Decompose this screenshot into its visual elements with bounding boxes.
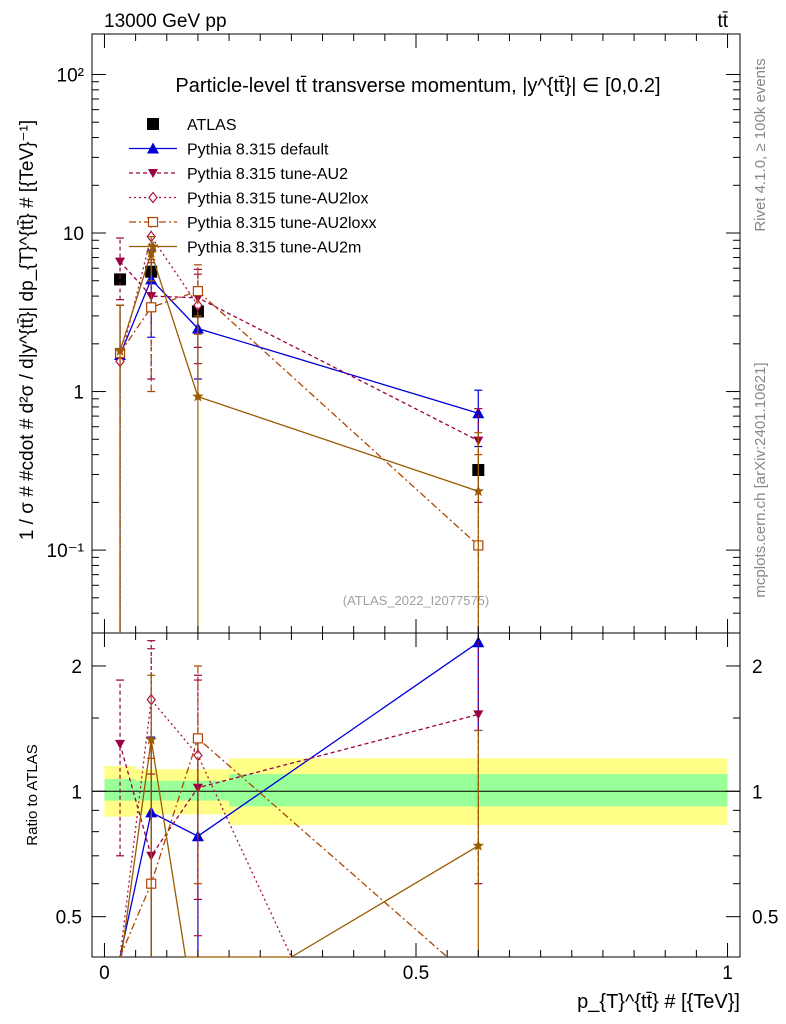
data-point-marker bbox=[193, 299, 203, 312]
ratio-y-tick-label-right: 2 bbox=[752, 657, 763, 678]
legend-entry: Pythia 8.315 tune-AU2lox bbox=[129, 191, 368, 208]
data-point-marker bbox=[145, 733, 157, 745]
data-point-marker bbox=[192, 286, 204, 297]
data-point-marker bbox=[114, 345, 126, 356]
ratio-y-tick-label: 0.5 bbox=[56, 908, 82, 929]
mcplots-label: mcplots.cern.ch [arXiv:2401.10621] bbox=[752, 362, 769, 597]
series-pythia-8-315-tune-au2 bbox=[115, 237, 484, 503]
series-pythia-8-315-tune-au2loxx bbox=[114, 258, 484, 633]
x-axis-label: p_{T}^{tt̄} # [{TeV}] bbox=[577, 991, 740, 1013]
legend-entry: Pythia 8.315 default bbox=[129, 142, 329, 159]
data-point-marker bbox=[146, 302, 157, 313]
ratio-y-tick-label: 2 bbox=[71, 657, 82, 678]
main-y-axis-label: 1 / σ # #cdot # d²σ / d|y^{tt̄}| dp_{T}^… bbox=[17, 120, 38, 540]
x-tick-label: 0 bbox=[99, 963, 110, 984]
legend-label: Pythia 8.315 tune-AU2m bbox=[187, 240, 361, 257]
data-point-marker bbox=[147, 142, 159, 154]
ratio-y-tick-label-right: 0.5 bbox=[752, 908, 778, 929]
x-tick-label: 0.5 bbox=[403, 963, 429, 984]
ratio-y-axis-label: Ratio to ATLAS bbox=[24, 744, 41, 845]
axes-group: 10² 10 1 10⁻¹ 2 2 1 1 0.5 0.5 0 0.5 1 bbox=[47, 34, 778, 984]
data-point-marker bbox=[148, 191, 158, 204]
series-pythia-8-315-tune-au2m bbox=[114, 235, 484, 633]
header-process: tt̄ bbox=[717, 11, 728, 32]
y-tick-label: 10⁻¹ bbox=[47, 541, 85, 562]
ratio-y-tick-label: 1 bbox=[71, 782, 82, 803]
data-point-marker bbox=[472, 485, 484, 497]
rivet-label: Rivet 4.1.0, ≥ 100k events bbox=[752, 58, 769, 231]
analysis-watermark: (ATLAS_2022_I2077575) bbox=[343, 593, 489, 608]
main-series-group bbox=[114, 217, 485, 633]
data-point-marker bbox=[114, 273, 127, 286]
ratio-y-tick-label-right: 1 bbox=[752, 782, 763, 803]
data-point-marker bbox=[145, 246, 157, 258]
data-point-marker bbox=[472, 839, 484, 851]
ratio-series-group bbox=[115, 633, 485, 958]
y-tick-label: 1 bbox=[73, 383, 84, 404]
series-line bbox=[119, 290, 479, 546]
ratio-uncertainty-bands bbox=[92, 758, 740, 826]
series-line bbox=[119, 698, 292, 958]
x-tick-label: 1 bbox=[722, 963, 733, 984]
legend-label: Pythia 8.315 tune-AU2 bbox=[187, 166, 348, 183]
header-energy: 13000 GeV pp bbox=[104, 11, 227, 32]
data-point-marker bbox=[115, 257, 126, 267]
chart-title: Particle-level tt̄ transverse momentum, … bbox=[175, 75, 660, 97]
data-point-marker bbox=[147, 216, 159, 228]
series-line bbox=[119, 641, 479, 958]
y-tick-label: 10 bbox=[63, 224, 84, 245]
data-point-marker bbox=[473, 710, 484, 720]
y-tick-label: 10² bbox=[57, 65, 84, 86]
series-pythia-8-315-tune-au2lox bbox=[115, 217, 203, 633]
legend-label: Pythia 8.315 tune-AU2loxx bbox=[187, 215, 376, 232]
series-line bbox=[119, 261, 479, 442]
series-line bbox=[119, 713, 479, 858]
legend-entry: Pythia 8.315 tune-AU2m bbox=[129, 240, 361, 257]
legend-entry: Pythia 8.315 tune-AU2loxx bbox=[129, 215, 376, 232]
series-line bbox=[119, 250, 479, 492]
data-point-marker bbox=[115, 739, 126, 749]
legend-entry: Pythia 8.315 tune-AU2 bbox=[129, 166, 348, 183]
legend-label: Pythia 8.315 tune-AU2lox bbox=[187, 191, 368, 208]
legend-entry: ATLAS bbox=[147, 117, 237, 134]
data-point-marker bbox=[148, 169, 158, 178]
legend-label: ATLAS bbox=[187, 117, 237, 134]
data-point-marker bbox=[147, 240, 159, 252]
legend-label: Pythia 8.315 default bbox=[187, 142, 329, 159]
legend: ATLAS Pythia 8.315 default Pythia 8.315 tu… bbox=[129, 117, 376, 257]
series-line bbox=[119, 278, 479, 414]
data-point-marker bbox=[147, 118, 159, 130]
series-line bbox=[120, 739, 479, 958]
data-point-marker bbox=[192, 390, 204, 402]
series-pythia-8-315-tune-au2m bbox=[120, 674, 484, 958]
data-point-marker bbox=[472, 407, 485, 419]
data-point-marker bbox=[192, 733, 204, 744]
series-line bbox=[119, 737, 448, 958]
